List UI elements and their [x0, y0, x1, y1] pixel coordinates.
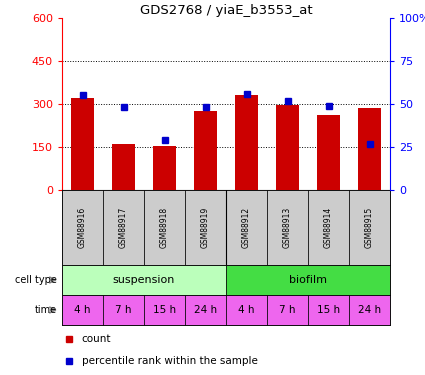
Bar: [185, 190, 226, 265]
Bar: [144, 295, 185, 325]
Text: GSM88914: GSM88914: [324, 207, 333, 248]
Bar: [267, 295, 308, 325]
Bar: [71, 98, 94, 190]
Bar: [103, 295, 144, 325]
Bar: [62, 190, 103, 265]
Bar: [276, 105, 299, 190]
Bar: [235, 95, 258, 190]
Bar: [349, 295, 390, 325]
Text: count: count: [82, 334, 111, 344]
Text: percentile rank within the sample: percentile rank within the sample: [82, 356, 258, 366]
Text: GSM88919: GSM88919: [201, 207, 210, 248]
Text: suspension: suspension: [113, 275, 175, 285]
Bar: [185, 295, 226, 325]
Text: GSM88913: GSM88913: [283, 207, 292, 248]
Text: 4 h: 4 h: [238, 305, 255, 315]
Bar: [194, 111, 217, 190]
Text: 15 h: 15 h: [153, 305, 176, 315]
Bar: [267, 190, 308, 265]
Bar: [226, 190, 267, 265]
Bar: [103, 190, 144, 265]
Bar: [62, 265, 226, 295]
Text: 24 h: 24 h: [194, 305, 217, 315]
Bar: [62, 295, 103, 325]
Bar: [144, 190, 185, 265]
Text: 24 h: 24 h: [358, 305, 381, 315]
Text: GSM88912: GSM88912: [242, 207, 251, 248]
Bar: [226, 295, 267, 325]
Text: GSM88916: GSM88916: [78, 207, 87, 248]
Text: GSM88918: GSM88918: [160, 207, 169, 248]
Bar: [308, 190, 349, 265]
Bar: [226, 265, 390, 295]
Text: cell type: cell type: [15, 275, 57, 285]
Bar: [112, 144, 135, 190]
Bar: [349, 190, 390, 265]
Bar: [153, 146, 176, 190]
Text: GSM88917: GSM88917: [119, 207, 128, 248]
Text: biofilm: biofilm: [289, 275, 327, 285]
Title: GDS2768 / yiaE_b3553_at: GDS2768 / yiaE_b3553_at: [140, 4, 312, 17]
Bar: [358, 108, 381, 190]
Text: 7 h: 7 h: [115, 305, 132, 315]
Text: time: time: [35, 305, 57, 315]
Text: GSM88915: GSM88915: [365, 207, 374, 248]
Text: 15 h: 15 h: [317, 305, 340, 315]
Bar: [317, 115, 340, 190]
Bar: [308, 295, 349, 325]
Text: 7 h: 7 h: [279, 305, 296, 315]
Text: 4 h: 4 h: [74, 305, 91, 315]
